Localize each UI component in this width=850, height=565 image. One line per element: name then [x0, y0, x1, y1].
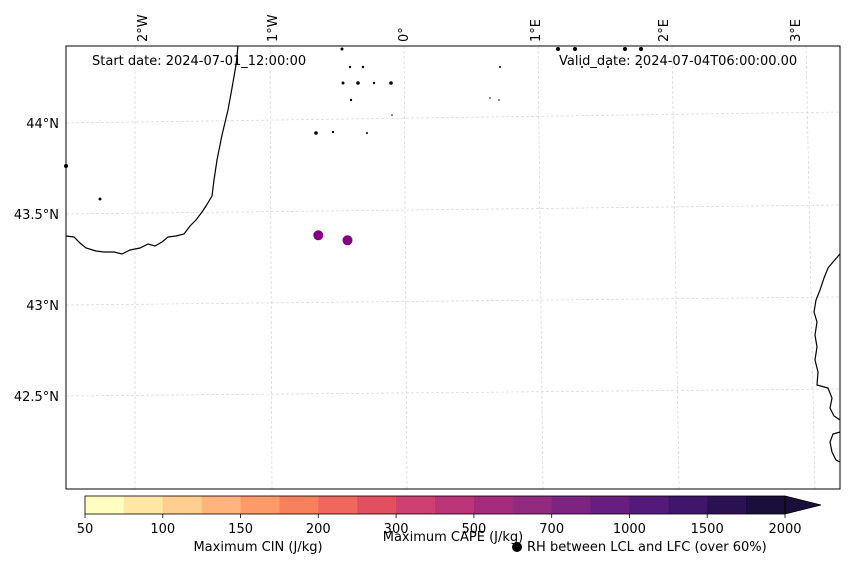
meridian-line	[671, 45, 680, 490]
colorbar-bin	[85, 496, 125, 514]
colorbar-tick-label: 2000	[768, 522, 801, 537]
meridian-line	[805, 45, 816, 490]
latitude-label: 43.5°N	[14, 208, 59, 223]
colorbar-bin	[668, 496, 708, 514]
meridian-line	[537, 45, 544, 490]
colorbar-tick-label: 200	[306, 522, 331, 537]
coast-dot	[391, 114, 393, 116]
colorbar-bin	[435, 496, 475, 514]
colorbar-tick-label: 700	[539, 522, 564, 537]
coast-dot	[556, 47, 560, 51]
coast-dot	[623, 47, 627, 51]
coast-dot	[372, 81, 376, 85]
map-frame	[65, 45, 841, 490]
graticule-grid	[65, 45, 841, 490]
colorbar-bin	[162, 496, 203, 514]
coast-dot	[314, 131, 318, 135]
coast-dot	[331, 130, 335, 134]
cin-label: Maximum CIN (J/kg)	[193, 540, 322, 555]
longitude-label: 2°W	[136, 14, 151, 42]
coast-dot	[573, 47, 577, 51]
coast-fragments	[64, 47, 643, 201]
colorbar-bin	[512, 496, 553, 514]
coastline-east	[813, 253, 841, 421]
colorbar-bin	[318, 496, 358, 514]
coast-dot	[607, 66, 609, 68]
coast-dot	[389, 81, 393, 85]
rh-marker	[342, 235, 353, 246]
colorbar-extend-arrow	[784, 495, 822, 515]
colorbar-bin	[629, 496, 669, 514]
colorbar-bin	[746, 496, 786, 514]
coast-dot	[340, 47, 344, 51]
coast-dot	[349, 98, 353, 102]
valid-date-text: Valid_date: 2024-07-04T06:00:00.00	[559, 54, 797, 69]
longitude-label: 0°	[397, 27, 412, 42]
colorbar-ticks: 50 100 150 200 300 500 700 1000 1500 2000	[77, 514, 802, 537]
coast-dot	[498, 99, 500, 101]
coast-dot	[366, 132, 368, 134]
parallel-line	[65, 388, 841, 397]
colorbar-bin	[123, 496, 164, 514]
coast-dot	[341, 81, 345, 85]
coast-dot	[581, 66, 583, 68]
colorbar-bin	[473, 496, 514, 514]
longitude-labels: 2°W 1°W 0° 1°E 2°E 3°E	[136, 14, 804, 42]
colorbar-bin	[590, 496, 630, 514]
latitude-labels: 44°N 43.5°N 43°N 42.5°N	[14, 117, 59, 405]
colorbar-tick-label: 50	[77, 522, 94, 537]
parallel-line	[65, 204, 841, 215]
coast-dot	[489, 97, 491, 99]
start-date-text: Start date: 2024-07-01_12:00:00	[92, 54, 306, 69]
colorbar-tick-label: 100	[150, 522, 175, 537]
colorbar-tick-label: 500	[461, 522, 486, 537]
rh-legend-label: RH between LCL and LFC (over 60%)	[527, 540, 767, 555]
latitude-label: 42.5°N	[14, 390, 59, 405]
colorbar-bin	[357, 496, 397, 514]
latitude-label: 43°N	[26, 299, 59, 314]
coast-dot	[348, 65, 352, 69]
coast-dot	[639, 47, 643, 51]
coast-dot	[98, 197, 102, 201]
longitude-label: 3°E	[789, 19, 804, 42]
cape-label: Maximum CAPE (J/kg)	[383, 530, 523, 545]
longitude-label: 2°E	[657, 19, 672, 42]
longitude-label: 1°W	[266, 14, 281, 42]
colorbar-bin	[279, 496, 319, 514]
coast-dot	[640, 66, 642, 68]
coast-dot	[499, 66, 501, 68]
colorbar-bin	[707, 496, 747, 514]
colorbar-bin	[551, 496, 592, 514]
meridian-line	[403, 45, 408, 490]
longitude-label: 1°E	[529, 19, 544, 42]
colorbar-tick-label: 1000	[613, 522, 646, 537]
map-background	[66, 46, 840, 489]
rh-markers	[313, 230, 353, 246]
colorbar	[84, 495, 822, 515]
coast-dot	[356, 81, 360, 85]
coastline-east-2	[829, 431, 841, 463]
parallel-line	[65, 296, 841, 306]
rh-marker	[313, 230, 324, 241]
colorbar-bin	[201, 496, 242, 514]
colorbar-tick-label: 1500	[691, 522, 724, 537]
latitude-label: 44°N	[26, 117, 59, 132]
coast-dot	[361, 65, 365, 69]
rh-legend-marker	[512, 542, 522, 552]
meridian-line	[269, 45, 273, 490]
colorbar-tick-label: 300	[384, 522, 409, 537]
colorbar-bin	[240, 496, 280, 514]
colorbar-tick-label: 150	[228, 522, 253, 537]
colorbar-outline	[84, 495, 786, 515]
coastline-west	[65, 45, 239, 255]
coastline-layer	[65, 45, 841, 463]
parallel-line	[65, 111, 841, 124]
colorbar-bin	[396, 496, 436, 514]
